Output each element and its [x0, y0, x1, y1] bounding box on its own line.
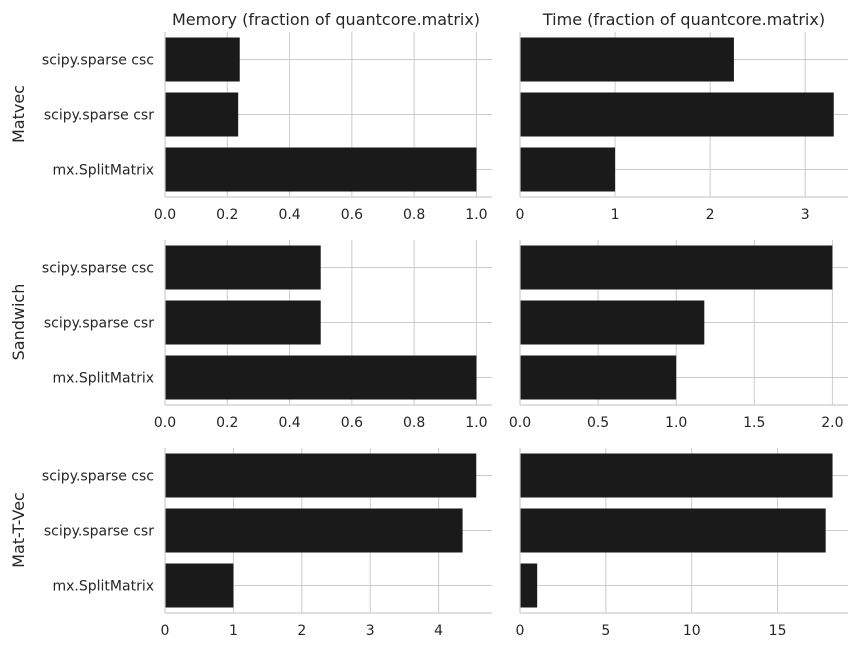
row-label-mat-t-vec: Mat-T-Vec — [9, 492, 28, 568]
bar-scipy-sparse-csr — [520, 508, 826, 553]
row-label-matvec: Matvec — [9, 85, 28, 143]
x-tick-label: 0.6 — [341, 207, 363, 223]
bar-scipy-sparse-csc — [165, 453, 477, 498]
bar-scipy-sparse-csc — [520, 453, 833, 498]
bar-scipy-sparse-csc — [165, 37, 240, 82]
panel-sandwich-memory: 0.0 0.2 0.4 0.6 0.8 1.0 scipy.sparse csc scipy.… — [42, 240, 492, 431]
x-tick-label: 2 — [297, 623, 306, 639]
row-label-sandwich: Sandwich — [9, 284, 28, 361]
panel-mat-t-vec-memory: 0 1 2 3 4 scipy.sparse csc scipy.sparse csr mx.… — [42, 448, 492, 639]
x-tick-label: 3 — [801, 207, 810, 223]
x-tick-label: 3 — [366, 623, 375, 639]
y-tick-label: mx.SplitMatrix — [53, 579, 155, 595]
bar-mx-splitmatrix — [520, 563, 538, 608]
y-tick-label: scipy.sparse csr — [44, 524, 154, 540]
x-tick-label: 2 — [706, 207, 715, 223]
x-tick-label: 1 — [229, 623, 238, 639]
x-tick-label: 5 — [601, 623, 610, 639]
y-tick-label: scipy.sparse csc — [42, 261, 154, 277]
column-title-memory: Memory (fraction of quantcore.matrix) — [172, 10, 480, 29]
x-tick-label: 0.4 — [278, 207, 300, 223]
column-title-time: Time (fraction of quantcore.matrix) — [542, 10, 825, 29]
x-tick-label: 0.2 — [216, 207, 238, 223]
x-tick-label: 0.4 — [278, 415, 300, 431]
bar-scipy-sparse-csr — [520, 92, 834, 137]
bar-scipy-sparse-csr — [165, 300, 321, 345]
x-tick-label: 15 — [769, 623, 787, 639]
bar-mx-splitmatrix — [520, 147, 616, 192]
panel-mat-t-vec-time: 0 5 10 15 — [516, 448, 848, 639]
x-tick-label: 0.8 — [403, 415, 425, 431]
bar-scipy-sparse-csc — [520, 245, 833, 290]
x-tick-label: 0.0 — [154, 415, 176, 431]
x-tick-label: 0 — [516, 623, 525, 639]
panel-sandwich-time: 0.0 0.5 1.0 1.5 2.0 — [509, 240, 848, 431]
y-tick-label: scipy.sparse csr — [44, 316, 154, 332]
y-tick-label: mx.SplitMatrix — [53, 163, 155, 179]
x-tick-label: 0 — [516, 207, 525, 223]
bar-scipy-sparse-csr — [165, 508, 463, 553]
bar-scipy-sparse-csc — [520, 37, 734, 82]
panel-matvec-time: 0 1 2 3 — [516, 32, 848, 223]
y-tick-label: scipy.sparse csc — [42, 53, 154, 69]
y-tick-label: scipy.sparse csr — [44, 108, 154, 124]
x-tick-label: 2.0 — [821, 415, 843, 431]
x-tick-label: 4 — [434, 623, 443, 639]
bar-scipy-sparse-csr — [165, 92, 239, 137]
x-tick-label: 0.6 — [341, 415, 363, 431]
x-tick-label: 0 — [161, 623, 170, 639]
x-tick-label: 1 — [611, 207, 620, 223]
bar-mx-splitmatrix — [165, 563, 234, 608]
bar-scipy-sparse-csr — [520, 300, 705, 345]
y-tick-label: scipy.sparse csc — [42, 469, 154, 485]
x-tick-label: 0.0 — [154, 207, 176, 223]
bar-mx-splitmatrix — [165, 147, 477, 192]
bar-mx-splitmatrix — [165, 355, 477, 400]
x-tick-label: 1.5 — [743, 415, 765, 431]
x-tick-label: 0.0 — [509, 415, 531, 431]
bar-scipy-sparse-csc — [165, 245, 321, 290]
x-tick-label: 0.5 — [587, 415, 609, 431]
y-tick-label: mx.SplitMatrix — [53, 371, 155, 387]
x-tick-label: 0.2 — [216, 415, 238, 431]
panel-matvec-memory: 0.0 0.2 0.4 0.6 0.8 1.0 scipy.sparse csc scipy.… — [42, 32, 492, 223]
x-tick-label: 0.8 — [403, 207, 425, 223]
x-tick-label: 10 — [683, 623, 701, 639]
bar-mx-splitmatrix — [520, 355, 677, 400]
x-tick-label: 1.0 — [465, 415, 487, 431]
x-tick-label: 1.0 — [665, 415, 687, 431]
x-tick-label: 1.0 — [465, 207, 487, 223]
